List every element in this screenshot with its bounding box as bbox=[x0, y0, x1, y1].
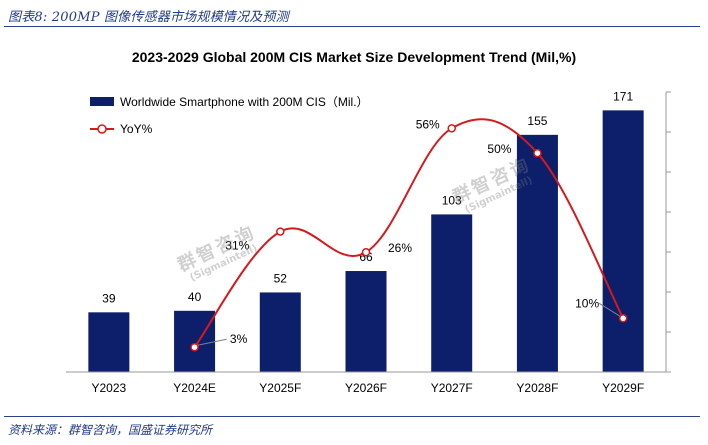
yoy-value-labels: 3% 31% 26% 56% 50% 10% bbox=[197, 117, 621, 346]
chart-title: 2023-2029 Global 200M CIS Market Size De… bbox=[132, 49, 576, 65]
yoy-point-y2024e bbox=[190, 342, 199, 352]
yoy-line bbox=[193, 118, 625, 348]
x-tick-y2023: Y2023 bbox=[92, 381, 127, 395]
legend: Worldwide Smartphone with 200M CIS（Mil.）… bbox=[90, 95, 369, 136]
legend-bar-swatch bbox=[90, 97, 114, 106]
yoy-series bbox=[190, 118, 628, 352]
bar-series bbox=[88, 110, 644, 373]
x-tick-y2024e: Y2024E bbox=[173, 381, 216, 395]
bar-y2026f bbox=[345, 271, 387, 372]
bar-y2028f bbox=[516, 134, 558, 372]
x-tick-y2028f: Y2028F bbox=[516, 381, 558, 395]
yoy-label-y2026f: 26% bbox=[388, 241, 412, 255]
bar-label-y2025f: 52 bbox=[274, 271, 288, 285]
yoy-label-y2029f: 10% bbox=[575, 296, 599, 310]
bar-y2023 bbox=[88, 312, 130, 372]
bar-label-y2023: 39 bbox=[102, 291, 116, 305]
bar-y2027f bbox=[431, 214, 473, 372]
x-tick-y2027f: Y2027F bbox=[431, 381, 473, 395]
bar-label-y2027f: 103 bbox=[442, 193, 462, 207]
legend-line-label: YoY% bbox=[120, 122, 153, 136]
bottom-rule bbox=[4, 416, 700, 417]
yoy-point-y2027f bbox=[447, 124, 456, 133]
x-tick-y2029f: Y2029F bbox=[602, 381, 644, 395]
top-rule bbox=[4, 26, 700, 27]
bar-label-y2029f: 171 bbox=[613, 89, 633, 103]
bar-label-y2028f: 155 bbox=[527, 114, 547, 128]
x-tick-y2026f: Y2026F bbox=[345, 381, 387, 395]
yoy-label-y2025f: 31% bbox=[225, 239, 249, 253]
yoy-label-y2028f: 50% bbox=[487, 142, 511, 156]
bar-y2025f bbox=[259, 292, 301, 372]
x-tick-y2025f: Y2025F bbox=[259, 381, 301, 395]
bar-label-y2024e: 40 bbox=[188, 290, 202, 304]
bar-y2024e bbox=[174, 310, 216, 372]
yoy-point-y2025f bbox=[276, 227, 285, 236]
yoy-label-leader bbox=[197, 338, 227, 346]
yoy-label-leader bbox=[598, 302, 621, 317]
yoy-point-y2028f bbox=[533, 148, 542, 158]
yoy-point-y2029f bbox=[618, 314, 628, 323]
legend-bar-label: Worldwide Smartphone with 200M CIS（Mil.） bbox=[120, 95, 369, 109]
legend-line-marker bbox=[97, 124, 107, 134]
yoy-point-y2026f bbox=[361, 247, 371, 257]
x-tick-labels: Y2023 Y2024E Y2025F Y2026F Y2027F Y2028F Y2029… bbox=[92, 381, 645, 395]
axes bbox=[66, 91, 671, 373]
bar-y2029f bbox=[602, 110, 644, 373]
yoy-label-y2027f: 56% bbox=[416, 117, 440, 131]
figure-caption: 图表8: 200MP 图像传感器市场规模情况及预测 bbox=[8, 10, 289, 25]
source-note: 资料来源：群智咨询，国盛证券研究所 bbox=[8, 423, 213, 437]
yoy-label-y2024e: 3% bbox=[230, 332, 248, 346]
